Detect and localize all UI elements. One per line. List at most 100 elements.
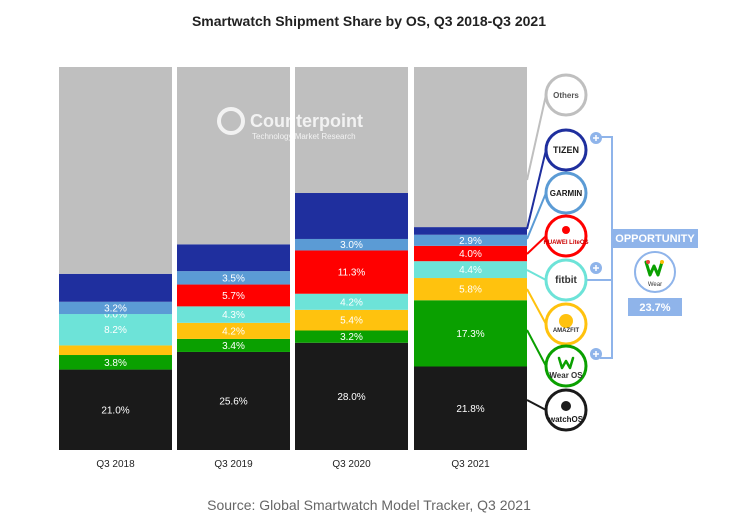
bar-segment	[295, 193, 408, 239]
bar-segment	[295, 67, 408, 194]
bar-stack: 28.0% 3.2% 5.4% 4.2% 11.3% 3.0%	[295, 67, 408, 450]
legend-item-watchos: watchOS	[544, 388, 588, 432]
bar-segment	[414, 234, 527, 246]
legend-item-huawei: HUAWEI LiteOS	[543, 214, 589, 258]
bar-segment	[295, 250, 408, 294]
legend-connector	[526, 288, 547, 325]
bar-segment	[177, 338, 290, 352]
bar-segment	[177, 284, 290, 307]
bar-segment	[295, 309, 408, 331]
legend-item-fitbit: fitbit	[544, 258, 602, 302]
apple-logo-icon	[561, 401, 571, 411]
bar-segment	[414, 366, 527, 450]
bar-segment	[414, 245, 527, 262]
amazfit-mark-icon	[559, 314, 573, 328]
opportunity-title-box	[612, 229, 698, 248]
opportunity-value-box	[628, 298, 682, 316]
bar-stack: 21.8% 17.3% 5.8% 4.4% 4.0% 2.9%	[414, 67, 527, 450]
data-label: 2.9%	[459, 236, 482, 247]
bar-segment	[59, 273, 172, 302]
legend-label: Others	[553, 91, 579, 100]
bar-segment	[295, 342, 408, 450]
tizen-logo-icon	[544, 128, 588, 172]
wearos-logo-icon	[544, 344, 588, 388]
legend-connector	[526, 269, 547, 281]
data-label: 8.2%	[104, 325, 127, 336]
data-label: 0.0%	[104, 310, 127, 321]
legend-connector	[526, 94, 547, 181]
data-label: 4.3%	[222, 310, 245, 321]
opportunity-logo-text: Wear	[648, 282, 662, 288]
legend-connector	[526, 192, 547, 240]
source-note: Source: Global Smartwatch Model Tracker,…	[207, 497, 531, 513]
data-label: 4.0%	[459, 249, 482, 260]
plus-icon-glyph	[593, 265, 599, 271]
data-label: 5.4%	[340, 316, 363, 327]
bar-segment	[177, 67, 290, 245]
watermark-tagline: Technology Market Research	[252, 132, 356, 141]
bar-segment	[295, 330, 408, 343]
x-tick-label: Q3 2019	[214, 459, 253, 470]
data-label: 17.3%	[456, 329, 484, 340]
data-label: 3.2%	[340, 332, 363, 343]
legend-connector	[526, 149, 547, 230]
bar-segment	[59, 355, 172, 370]
fitbit-logo-icon	[544, 258, 588, 302]
data-label: 11.3%	[338, 268, 366, 279]
legend: Others TIZEN GARMIN HUAWEI LiteOS fitbit AMAZ…	[543, 73, 602, 432]
bar-segment	[414, 261, 527, 279]
data-label: 4.4%	[459, 265, 482, 276]
legend-label: HUAWEI LiteOS	[543, 240, 588, 246]
data-label: 3.8%	[104, 358, 127, 369]
bar-segment	[414, 227, 527, 235]
bar-segment	[59, 301, 172, 315]
data-label: 5.8%	[459, 285, 482, 296]
bar-segment	[414, 300, 527, 367]
legend-item-others: Others	[544, 73, 588, 117]
data-label: 5.7%	[222, 291, 245, 302]
legend-connector	[526, 235, 547, 255]
opportunity-title: OPPORTUNITY	[615, 233, 695, 245]
bar-segment	[177, 306, 290, 323]
bar-segment	[177, 351, 290, 450]
counterpoint-logo-icon	[217, 107, 245, 135]
bar-segment	[414, 278, 527, 301]
garmin-logo-icon	[544, 171, 588, 215]
data-label: 3.2%	[104, 303, 127, 314]
x-tick-label: Q3 2020	[332, 459, 371, 470]
plus-icon-glyph	[593, 135, 599, 141]
legend-connector	[526, 329, 547, 367]
data-label: 21.0%	[101, 405, 129, 416]
data-label: 25.6%	[219, 396, 247, 407]
legend-label: GARMIN	[550, 189, 583, 198]
legend-label: AMAZFIT	[553, 328, 580, 334]
opportunity-value: 23.7%	[639, 302, 670, 314]
legend-item-wearos: Wear OS	[544, 344, 602, 388]
data-label: 21.8%	[456, 404, 484, 415]
plus-icon-glyph	[593, 351, 599, 357]
chart-title: Smartwatch Shipment Share by OS, Q3 2018…	[192, 13, 546, 29]
data-label: 3.5%	[222, 273, 245, 284]
data-label: 4.2%	[340, 297, 363, 308]
wear-os-logo-mark	[644, 260, 664, 277]
huawei-petal-icon	[562, 226, 570, 234]
huawei-logo-icon	[544, 214, 588, 258]
watermark-brand: Counterpoint	[250, 111, 363, 131]
bar-stack: 21.0% 3.8% 8.2% 0.0%3.2%	[59, 67, 172, 450]
bar-stack: 25.6% 3.4% 4.2% 4.3% 5.7% 3.5%	[177, 67, 290, 450]
data-label: 3.4%	[222, 341, 245, 352]
bar-segment	[414, 67, 527, 228]
bar-segment	[59, 314, 172, 346]
opportunity-callout: OPPORTUNITY Wear 23.7%	[612, 229, 698, 316]
bar-segment	[177, 271, 290, 285]
legend-label: TIZEN	[553, 145, 579, 155]
legend-item-garmin: GARMIN	[544, 171, 588, 215]
legend-item-tizen: TIZEN	[544, 128, 602, 172]
legend-label: fitbit	[555, 275, 577, 286]
data-label: 4.2%	[222, 326, 245, 337]
bar-segment	[295, 293, 408, 310]
bars-layer: 21.0%3.8%8.2%0.0%3.2%Q3 201825.6%3.4%4.2…	[59, 67, 527, 470]
bar-segment	[177, 322, 290, 339]
